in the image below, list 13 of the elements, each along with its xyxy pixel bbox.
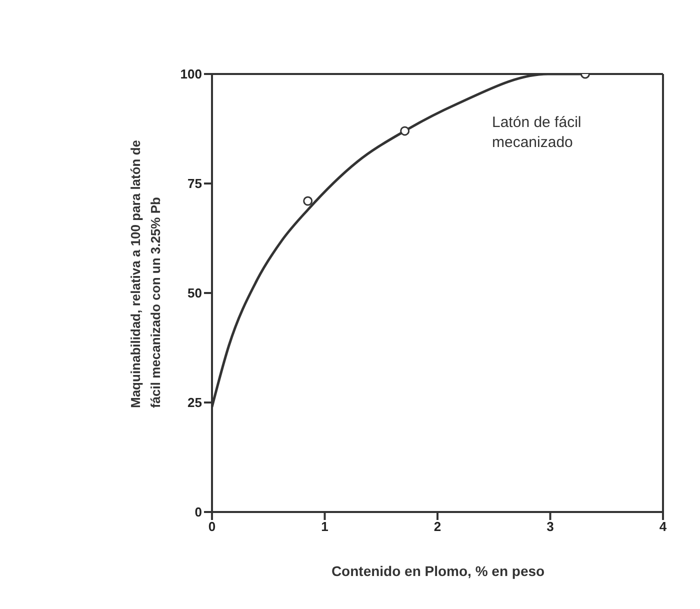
x-axis-title: Contenido en Plomo, % en peso [330,563,546,579]
x-tick-label: 3 [546,519,554,534]
y-tick-label: 25 [188,395,202,410]
x-tick-label: 4 [659,519,668,534]
y-tick-label: 0 [194,504,202,520]
y-axis-title: Maquinabilidad, relativa a 100 para latón de fácil mecanizado con un 3.25% Pb [128,140,163,408]
y-tick-label: 100 [180,66,202,82]
annotation: Latón de fácil mecanizado [492,113,582,153]
x-tick-label: 1 [321,519,328,534]
x-tick-label: 2 [434,519,442,534]
y-tick-label: 50 [188,286,202,301]
x-tick-label: 0 [208,519,216,534]
y-tick-label: 75 [188,176,202,192]
